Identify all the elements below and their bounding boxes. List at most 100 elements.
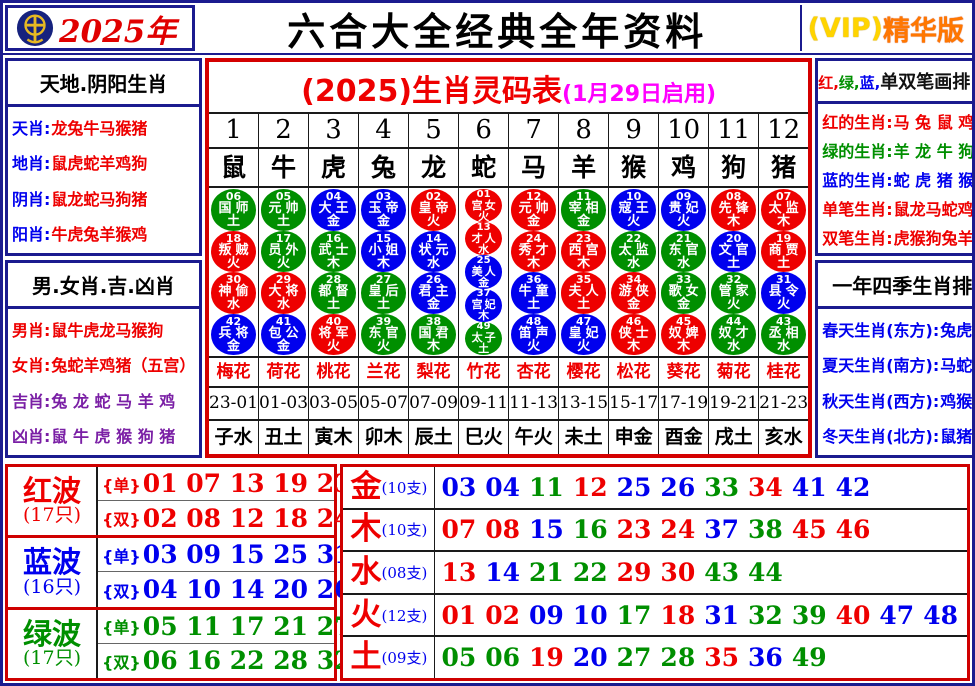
year-box: 2025年 [5,5,195,51]
panel-item-value: 鼠龙马蛇鸡猪 [893,199,974,219]
zodiac-cell: 兔 [359,149,410,186]
element-number: 40 [835,600,871,630]
ball-42: 42 兵将金 [211,313,256,355]
ball-title: 太监 [618,242,653,258]
element-number: 04 [485,472,521,502]
ball-title: 贵妃 [668,201,703,217]
ball-number: 03 [375,190,392,204]
ball-element: 木 [377,255,391,271]
ball-element: 金 [527,214,541,230]
ball-title: 东官 [668,242,703,258]
element-number: 46 [835,515,871,545]
panel-title: 男.女肖.吉.凶肖 [8,263,199,309]
flower-cell: 梅花 [209,358,260,386]
earthly-branch-cell: 酉金 [659,421,710,454]
ball-title: 小姐 [368,242,403,258]
ball-13: 13 才人水 [465,222,503,256]
element-number: 28 [660,643,696,673]
ball-title: 皇妃 [568,325,603,341]
ball-element: 金 [577,214,591,230]
ball-title: 文官 [718,242,753,258]
ball-column: 06 国师土 18 叛贼火 30 神偷水 42 兵将金 [209,188,260,356]
wave-even-row: {双} 06 16 22 28 32 38 44 [98,644,439,678]
panel-item: 女肖:兔蛇羊鸡猪（五宫） [12,352,195,376]
ball-title: 商贾 [768,242,803,258]
ball-column: 03 玉帝金 15 小姐木 27 皇后土 39 东官火 [359,188,410,356]
ball-number: 11 [575,190,592,204]
ball-number: 05 [275,190,292,204]
ball-number: 37 [476,288,491,300]
element-count: (08支) [381,563,428,582]
wave-label: 蓝波 (16只) [8,538,98,607]
flower-cell: 松花 [609,358,660,386]
ball-element: 木 [577,255,591,271]
panel-item-value: 兔 龙 蛇 马 羊 鸡 [51,391,176,411]
ball-title: 寇王 [618,201,653,217]
ball-title: 状元 [418,242,453,258]
ball-title: 元帅 [518,201,553,217]
panel-item-label: 秋天生肖(西方): [822,391,940,411]
panel-item-value: 鼠龙蛇马狗猪 [51,189,148,209]
ball-number: 35 [575,273,592,287]
five-elements-table: 金 (10支) 03 04 11 12 25 26 33 34 41 42 木 (10支) 07 08 15 16… [340,464,970,681]
ball-element: 金 [677,297,691,313]
element-row-土: 土 (09支) 05 06 19 20 27 28 35 36 49 [343,637,967,678]
ball-element: 火 [427,214,441,230]
ball-element: 木 [627,338,641,354]
ball-number: 31 [776,273,792,287]
ball-element: 火 [627,214,641,230]
element-count: (10支) [381,521,428,540]
time-range-cell: 07-09 [409,388,460,419]
element-number: 32 [748,600,783,630]
zodiac-cell: 羊 [559,149,610,186]
wave-count: (17只) [22,504,81,527]
ball-number: 15 [375,231,392,245]
wave-odd-row: {单} 05 11 17 21 27 33 39 43 49 [98,610,526,644]
element-name: 金 [350,468,382,505]
ball-44: 44 奴才水 [711,313,757,355]
header: 2025年 六合大全经典全年资料 (VIP) 精华版 [3,3,972,55]
ball-43: 43 丞相水 [761,313,807,355]
panel-item-value: 鼠猪牛 [940,427,973,447]
earthly-branch-cell: 午火 [509,421,560,454]
ball-element: 金 [627,297,641,313]
element-numbers: 07 08 15 16 23 24 37 38 45 46 [435,510,967,551]
element-label: 火 (12支) [343,594,436,636]
ball-title: 奴才 [718,325,753,341]
ball-element: 火 [277,255,291,271]
bottom-area: 红波 (17只) {单} 01 07 13 19 23 29 35 45 {双} 02 0… [3,461,972,683]
panel-item-value: 鸡猴狗 [940,391,973,411]
ball-element: 火 [478,209,490,223]
ball-element: 土 [226,214,240,230]
ball-title: 神偷 [218,284,253,300]
flower-cell: 兰花 [359,358,410,386]
panel-male-female: 男.女肖.吉.凶肖 男肖:鼠牛虎龙马猴狗 女肖:兔蛇羊鸡猪（五宫） 吉肖:兔 龙 蛇… [5,260,202,458]
element-number: 08 [485,515,521,545]
vip-badge: (VIP) 精华版 [799,5,972,51]
element-number: 10 [572,600,608,630]
zodiac-code-table: (2025)生肖灵码表(1月29日启用) 1 2 3 4 5 6 7 8 9 10 11 12 鼠牛虎… [205,58,813,458]
flower-cell: 桃花 [309,358,360,386]
ball-number: 29 [275,273,292,287]
ball-title: 歌女 [668,284,703,300]
ball-title: 管家 [718,284,753,300]
column-number-cell: 9 [609,114,660,147]
panel-item-value: 兔虎龙 [940,320,973,340]
panel-item: 夏天生肖(南方):马蛇羊 [822,352,973,376]
element-number: 12 [572,472,608,502]
element-count: (10支) [381,478,428,497]
column-number-cell: 3 [309,114,360,147]
panel-item-value: 马蛇羊 [940,356,973,376]
ball-number: 25 [476,255,491,266]
wave-even-row: {双} 02 08 12 18 24 30 34 40 46 [98,501,526,535]
panel-item-label: 红的生肖: [822,112,893,132]
panel-item-value: 羊 龙 牛 狗 [893,141,975,161]
panel-item: 阳肖:牛虎兔羊猴鸡 [12,221,195,245]
flower-cell: 葵花 [659,358,710,386]
time-range-cell: 03-05 [309,388,360,419]
panel-four-seasons: 一年四季生肖排表 春天生肖(东方):兔虎龙夏天生肖(南方):马蛇羊秋天生肖(西方… [815,260,973,458]
ball-element: 土 [327,297,341,313]
column-number-cell: 11 [709,114,760,147]
flower-cell: 竹花 [459,358,510,386]
ball-title: 笛声 [518,325,553,341]
